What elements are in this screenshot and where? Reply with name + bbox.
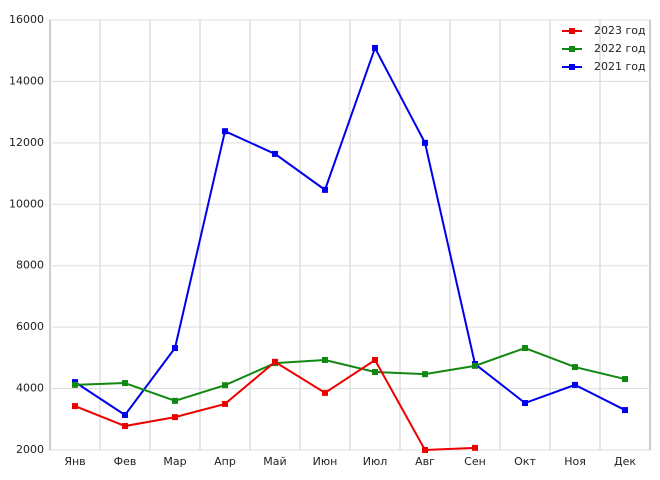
x-tick-label: Май: [263, 455, 286, 468]
y-tick-label: 12000: [9, 136, 44, 149]
point-marker: [622, 376, 628, 383]
point-marker: [372, 44, 378, 51]
series-line: [74, 45, 626, 417]
point-marker: [372, 368, 378, 375]
point-marker: [72, 403, 78, 410]
y-tick-label: 4000: [16, 382, 44, 395]
x-tick-label: Мар: [163, 455, 186, 468]
point-marker: [272, 358, 278, 365]
y-tick-label: 6000: [16, 320, 44, 333]
point-marker: [622, 407, 628, 414]
legend-label: 2022 год: [594, 42, 646, 55]
legend-marker: [569, 46, 575, 52]
x-tick-label: Дек: [614, 455, 636, 468]
point-marker: [422, 139, 428, 146]
x-tick-label: Фев: [114, 455, 137, 468]
legend-marker: [569, 28, 575, 34]
x-tick-label: Июн: [313, 455, 338, 468]
x-tick-label: Сен: [464, 455, 486, 468]
point-marker: [272, 150, 278, 157]
point-marker: [372, 357, 378, 364]
point-marker: [572, 364, 578, 371]
point-marker: [322, 389, 328, 396]
point-marker: [222, 382, 228, 389]
y-tick-label: 14000: [9, 74, 44, 87]
y-tick-label: 10000: [9, 197, 44, 210]
point-marker: [72, 381, 78, 388]
point-marker: [422, 371, 428, 378]
y-tick-label: 2000: [16, 443, 44, 456]
point-marker: [172, 345, 178, 352]
x-tick-label: Янв: [64, 455, 85, 468]
x-tick-label: Апр: [214, 455, 236, 468]
x-tick-label: Авг: [415, 455, 435, 468]
point-marker: [522, 345, 528, 352]
point-marker: [322, 186, 328, 193]
point-marker: [222, 400, 228, 407]
point-marker: [422, 447, 428, 453]
legend-label: 2021 год: [594, 60, 646, 73]
x-tick-label: Июл: [363, 455, 388, 468]
point-marker: [122, 423, 128, 430]
x-tick-label: Ноя: [564, 455, 586, 468]
point-marker: [122, 380, 128, 387]
point-marker: [472, 362, 478, 369]
point-marker: [222, 128, 228, 135]
point-marker: [172, 397, 178, 404]
point-marker: [322, 357, 328, 364]
point-marker: [172, 414, 178, 421]
y-tick-label: 8000: [16, 259, 44, 272]
x-tick-label: Окт: [514, 455, 536, 468]
legend-marker: [569, 64, 575, 70]
point-marker: [122, 411, 128, 418]
point-marker: [572, 381, 578, 388]
series-line: [74, 346, 626, 402]
point-marker: [472, 444, 478, 451]
legend-label: 2023 год: [594, 24, 646, 37]
y-tick-label: 16000: [9, 13, 44, 26]
point-marker: [522, 400, 528, 407]
